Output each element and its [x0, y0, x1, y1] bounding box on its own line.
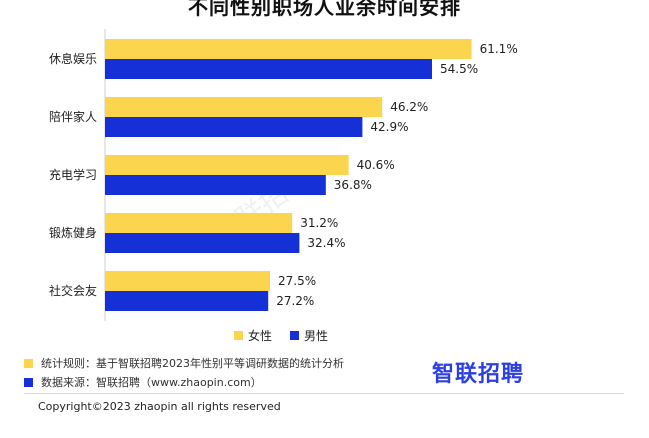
- bar-female: [105, 213, 293, 233]
- bar-male: [105, 175, 326, 195]
- bar-value-label: 54.5%: [440, 62, 478, 76]
- footnote-swatch-rule: [24, 358, 33, 368]
- bar-value-label: 42.9%: [370, 120, 408, 134]
- legend-swatch-female: [234, 331, 243, 340]
- footnote-rule: 统计规则：基于智联招聘2023年性别平等调研数据的统计分析: [24, 355, 344, 371]
- footnote-text-source: 数据来源：智联招聘（www.zhaopin.com）: [41, 376, 262, 389]
- bar-chart: 休息娱乐 61.1%54.5% 陪伴家人 46.2% 42.9% 充电学习 40.6% 36.…: [49, 29, 518, 321]
- bar-value-label: 46.2%: [390, 100, 428, 114]
- footnote-text-rule: 统计规则：基于智联招聘2023年性别平等调研数据的统计分析: [41, 357, 344, 370]
- bar-value-label: 36.8%: [334, 178, 372, 192]
- bar-female: [105, 271, 270, 291]
- footnote-swatch-source: [24, 377, 33, 387]
- category-label: 休息娱乐: [49, 51, 97, 66]
- legend-item-female: 女性: [234, 327, 272, 344]
- category-label: 社交会友: [49, 283, 97, 298]
- legend-label-female: 女性: [248, 329, 273, 343]
- category-label: 陪伴家人: [49, 109, 97, 124]
- bar-female: [105, 39, 472, 59]
- bar-value-label: 61.1%: [480, 42, 518, 56]
- legend-label-male: 男性: [304, 329, 329, 343]
- category-label: 锻炼健身: [49, 225, 97, 240]
- legend-swatch-male: [290, 331, 300, 340]
- chart-title: 不同性别职场人业余时间安排: [188, 0, 461, 19]
- bar-female: [105, 155, 349, 175]
- divider: [24, 393, 624, 394]
- bar-male: [105, 233, 300, 253]
- bar-value-label: 40.6%: [357, 158, 395, 172]
- bar-value-label: 32.4%: [307, 236, 345, 250]
- footnote-source: 数据来源：智联招聘（www.zhaopin.com）: [24, 374, 262, 390]
- bar-male: [105, 59, 432, 79]
- bar-value-label: 31.2%: [300, 216, 338, 230]
- category-label: 充电学习: [49, 167, 97, 182]
- bar-value-label: 27.5%: [278, 274, 316, 288]
- bar-male: [105, 291, 269, 311]
- copyright-text: Copyright©2023 zhaopin all rights reserv…: [38, 400, 281, 413]
- bar-female: [105, 97, 383, 117]
- zhaopin-logo: 智联招聘: [432, 362, 525, 387]
- bar-value-label: 27.2%: [276, 294, 314, 308]
- legend-item-male: 男性: [290, 327, 328, 344]
- chart-legend: 女性 男性: [234, 327, 346, 344]
- bar-male: [105, 117, 363, 137]
